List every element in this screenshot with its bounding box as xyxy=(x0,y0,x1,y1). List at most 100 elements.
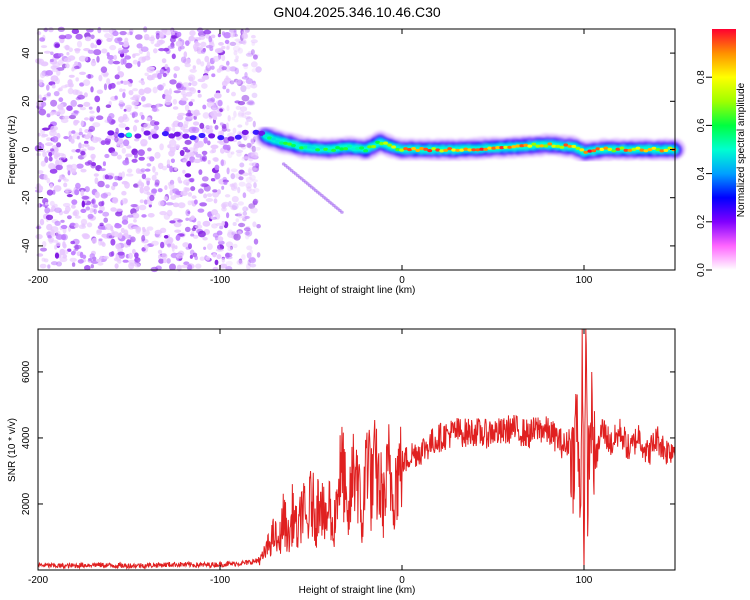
noise-blob xyxy=(234,100,241,104)
noise-blob xyxy=(35,226,42,230)
noise-blob xyxy=(174,167,178,171)
noise-blob xyxy=(243,64,249,70)
noise-blob xyxy=(199,256,205,261)
noise-blob xyxy=(66,105,73,111)
noise-blob xyxy=(140,168,146,173)
noise-blob xyxy=(138,156,145,161)
noise-blob xyxy=(177,219,183,223)
noise-blob xyxy=(165,202,174,206)
ridge-core-dot xyxy=(415,148,421,152)
noise-blob xyxy=(40,160,46,167)
noise-blob xyxy=(230,151,235,155)
noise-blob xyxy=(164,94,172,102)
noise-blob xyxy=(127,32,131,36)
ridge-dot xyxy=(151,133,159,139)
noise-blob xyxy=(118,172,123,177)
noise-blob xyxy=(100,140,107,146)
noise-blob xyxy=(168,88,172,95)
noise-blob xyxy=(110,238,116,246)
noise-blob xyxy=(159,68,165,75)
noise-blob xyxy=(113,131,119,138)
noise-blob xyxy=(70,240,76,245)
noise-blob xyxy=(183,179,190,186)
ridge-core-dot xyxy=(431,147,437,151)
noise-blob xyxy=(50,148,55,152)
noise-blob xyxy=(99,255,103,260)
noise-blob xyxy=(211,209,219,216)
noise-blob xyxy=(114,37,121,44)
ridge-core-dot xyxy=(347,144,352,148)
ridge-dot xyxy=(208,133,216,139)
noise-blob xyxy=(53,146,59,153)
snr-y-label: SNR (10 * v/v) xyxy=(7,418,18,482)
noise-blob xyxy=(227,115,231,122)
noise-blob xyxy=(94,177,99,185)
noise-blob xyxy=(112,197,119,204)
noise-blob xyxy=(38,94,42,100)
noise-blob xyxy=(103,217,108,223)
noise-blob xyxy=(97,210,103,214)
noise-blob xyxy=(182,159,188,163)
noise-blob xyxy=(220,159,224,167)
noise-blob xyxy=(238,176,244,181)
noise-blob xyxy=(100,241,105,246)
ridge-core-dot xyxy=(455,148,461,152)
noise-blob xyxy=(245,121,249,126)
noise-blob xyxy=(76,135,80,140)
noise-blob xyxy=(202,112,210,119)
noise-blob xyxy=(193,234,199,239)
noise-blob xyxy=(90,264,95,269)
noise-blob xyxy=(77,104,84,108)
noise-blob xyxy=(182,82,190,88)
noise-blob xyxy=(246,84,251,90)
noise-blob xyxy=(95,258,102,263)
noise-blob xyxy=(65,205,71,213)
noise-blob xyxy=(232,127,237,134)
noise-blob xyxy=(126,145,132,149)
ridge-core-dot xyxy=(479,147,485,151)
noise-blob xyxy=(45,214,54,221)
noise-blob xyxy=(84,36,92,42)
noise-blob xyxy=(106,37,113,43)
noise-blob xyxy=(78,131,84,136)
ridge-core-dot xyxy=(659,149,665,153)
noise-blob xyxy=(226,212,230,219)
noise-blob xyxy=(115,253,119,260)
noise-blob xyxy=(238,222,246,228)
noise-blob xyxy=(48,151,53,157)
ridge-core-dot xyxy=(583,150,589,154)
noise-blob xyxy=(48,27,54,33)
noise-blob xyxy=(164,185,168,191)
noise-blob xyxy=(46,189,54,196)
noise-blob xyxy=(162,72,167,78)
noise-blob xyxy=(250,39,258,44)
noise-blob xyxy=(237,47,243,54)
noise-blob xyxy=(69,155,73,160)
ridge-core-dot xyxy=(563,143,569,147)
ridge-core-dot xyxy=(495,146,501,150)
ridge-core-dot xyxy=(663,148,669,152)
noise-blob xyxy=(186,160,192,167)
noise-blob xyxy=(251,68,257,73)
noise-blob xyxy=(69,222,76,226)
ridge-core-dot xyxy=(615,147,621,151)
noise-blob xyxy=(210,65,215,70)
noise-blob xyxy=(248,257,257,264)
spectrogram-y-ticks: -40 -20 0 20 40 xyxy=(21,47,675,253)
noise-blob xyxy=(196,27,204,33)
y-tick-label: 2000 xyxy=(21,492,32,515)
spectrogram-x-ticks: -200 -100 0 100 xyxy=(28,29,593,286)
noise-blob xyxy=(97,180,105,188)
noise-blob xyxy=(131,158,138,163)
ridge-core-dot xyxy=(463,147,469,151)
noise-blob xyxy=(194,255,198,261)
noise-blob xyxy=(38,108,47,116)
noise-blob xyxy=(169,220,176,224)
noise-blob xyxy=(153,48,158,54)
noise-blob xyxy=(173,66,180,72)
ridge-core-dot xyxy=(567,144,573,148)
noise-blob xyxy=(146,163,152,167)
noise-blob xyxy=(122,88,126,92)
noise-blob xyxy=(93,173,99,177)
noise-blob xyxy=(241,32,249,40)
